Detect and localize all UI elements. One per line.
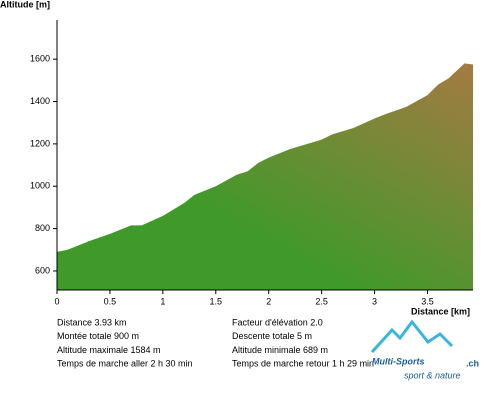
stat-text: Altitude minimale 689 m	[232, 345, 328, 355]
y-tick-label: 800	[35, 223, 50, 233]
x-axis-label: Distance [km]	[411, 306, 470, 316]
logo-brand: Multi-Sports	[372, 356, 425, 366]
x-tick-label: 2.5	[315, 296, 328, 306]
logo-mountains	[370, 319, 454, 354]
x-tick-label: 0.5	[104, 296, 117, 306]
x-tick-label: 1.5	[210, 296, 223, 306]
logo-tagline: sport & nature	[404, 370, 461, 380]
x-tick-label: 3	[372, 296, 377, 306]
stat-text: Montée totale 900 m	[57, 331, 139, 341]
stat-text: Temps de marche retour 1 h 29 min	[232, 358, 374, 368]
stat-text: Distance 3.93 km	[57, 317, 127, 327]
stat-text: Facteur d'élévation 2.0	[232, 317, 323, 327]
y-tick-label: 600	[35, 265, 50, 275]
elevation-area	[57, 63, 473, 290]
y-tick-label: 1400	[30, 96, 50, 106]
x-tick-label: 3.5	[421, 296, 434, 306]
stat-text: Descente totale 5 m	[232, 331, 312, 341]
x-tick-label: 1	[160, 296, 165, 306]
logo-domain: .ch	[466, 358, 479, 368]
stat-text: Altitude maximale 1584 m	[57, 345, 161, 355]
stat-text: Temps de marche aller 2 h 30 min	[57, 358, 193, 368]
y-tick-label: 1000	[30, 181, 50, 191]
x-tick-label: 0	[54, 296, 59, 306]
y-axis-label: Altitude [m]	[0, 0, 50, 9]
y-tick-label: 1600	[30, 54, 50, 64]
logo: Multi-Sports .ch sport & nature	[370, 319, 479, 380]
y-tick-label: 1200	[30, 138, 50, 148]
x-tick-label: 2	[266, 296, 271, 306]
